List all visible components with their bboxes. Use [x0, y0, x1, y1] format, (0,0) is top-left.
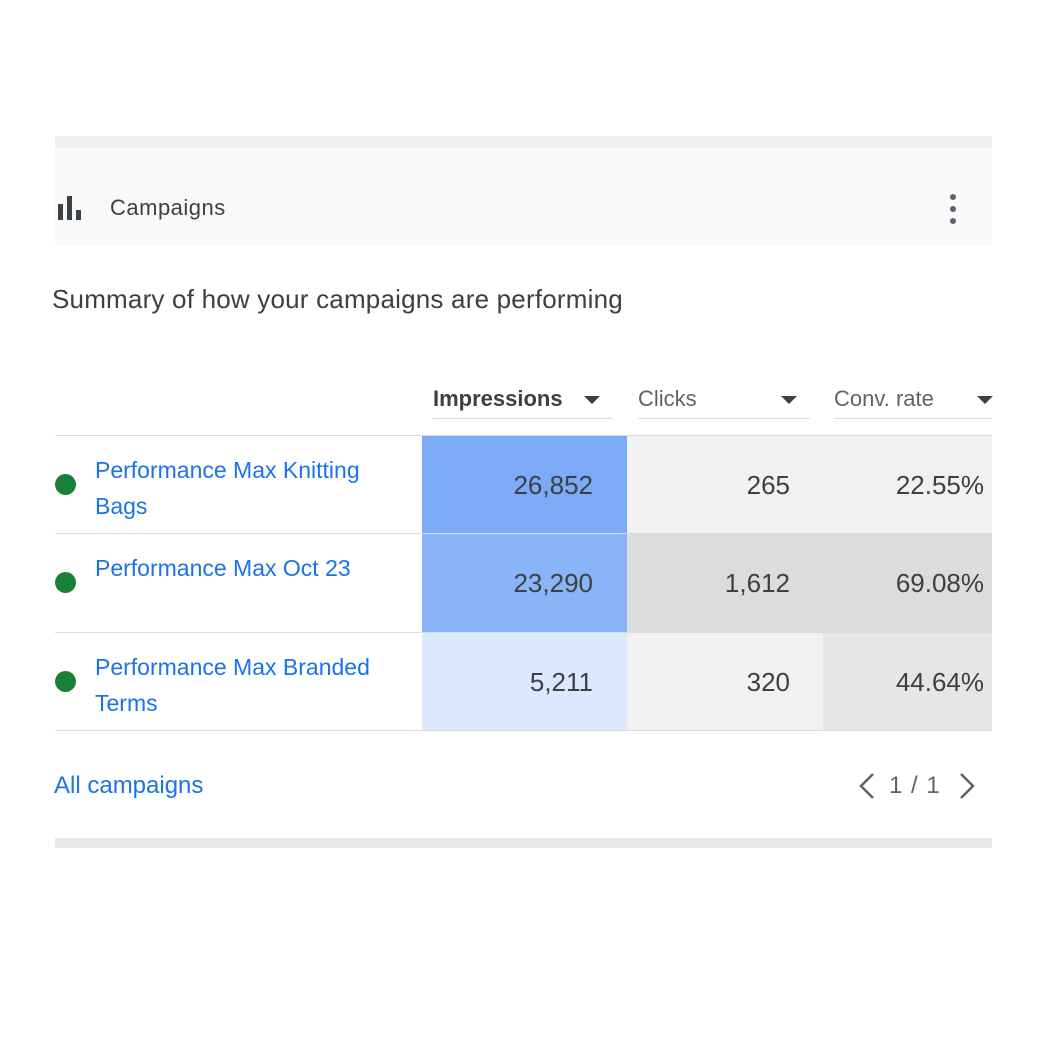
- card-header: Campaigns: [55, 148, 992, 246]
- chevron-left-icon[interactable]: [853, 768, 881, 804]
- column-header-clicks[interactable]: Clicks: [638, 380, 810, 419]
- more-vert-icon-dot: [950, 194, 956, 200]
- impressions-value: 5,211: [529, 667, 593, 697]
- impressions-cell: 23,290: [422, 534, 627, 632]
- clicks-value: 265: [746, 470, 790, 500]
- conv-rate-cell: 69.08%: [823, 534, 992, 632]
- table-row: Performance Max Branded Terms 5,211 320 …: [55, 632, 992, 731]
- conv-rate-cell: 22.55%: [823, 436, 992, 534]
- table-row: Performance Max Oct 23 23,290 1,612 69.0…: [55, 533, 992, 632]
- status-dot: [55, 671, 76, 692]
- pagination-text: 1 / 1: [889, 772, 941, 799]
- conv-rate-value: 44.64%: [895, 667, 984, 697]
- column-header-conv-rate[interactable]: Conv. rate: [834, 380, 993, 419]
- card-top-edge: [55, 136, 992, 148]
- clicks-cell: 320: [627, 633, 823, 731]
- status-dot: [55, 474, 76, 495]
- all-campaigns-link[interactable]: All campaigns: [54, 772, 204, 799]
- campaign-name-link[interactable]: Performance Max Knitting Bags: [95, 457, 360, 519]
- more-vert-icon-dot: [950, 218, 956, 224]
- campaign-name-link[interactable]: Performance Max Oct 23: [95, 555, 351, 581]
- conv-rate-cell: 44.64%: [823, 633, 992, 731]
- bar-chart-icon: [58, 196, 81, 220]
- more-options-button[interactable]: [937, 190, 969, 228]
- campaign-name-link[interactable]: Performance Max Branded Terms: [95, 654, 370, 716]
- sort-dropdown-icon: [584, 396, 600, 404]
- clicks-value: 320: [746, 667, 790, 697]
- chevron-right-icon[interactable]: [953, 768, 981, 804]
- more-vert-icon-dot: [950, 206, 956, 212]
- column-header-impressions[interactable]: Impressions: [433, 380, 613, 419]
- status-dot: [55, 572, 76, 593]
- impressions-value: 23,290: [513, 568, 593, 598]
- impressions-cell: 5,211: [422, 633, 627, 731]
- table-bottom-border: [55, 730, 992, 731]
- clicks-cell: 265: [627, 436, 823, 534]
- column-label: Impressions: [433, 386, 563, 411]
- column-label: Conv. rate: [834, 386, 934, 411]
- sort-dropdown-icon: [781, 396, 797, 404]
- conv-rate-value: 69.08%: [895, 568, 984, 598]
- campaigns-card: Campaigns Summary of how your campaigns …: [52, 136, 993, 848]
- column-label: Clicks: [638, 386, 697, 411]
- clicks-value: 1,612: [724, 568, 790, 598]
- clicks-cell: 1,612: [627, 534, 823, 632]
- impressions-cell: 26,852: [422, 436, 627, 534]
- pagination: 1 / 1: [853, 764, 983, 808]
- sort-dropdown-icon: [977, 396, 993, 404]
- card-subtitle: Summary of how your campaigns are perfor…: [52, 284, 623, 314]
- conv-rate-value: 22.55%: [895, 470, 984, 500]
- impressions-value: 26,852: [513, 470, 593, 500]
- card-bottom-edge: [55, 838, 992, 848]
- table-row: Performance Max Knitting Bags 26,852 265…: [55, 435, 992, 534]
- card-title: Campaigns: [110, 195, 226, 220]
